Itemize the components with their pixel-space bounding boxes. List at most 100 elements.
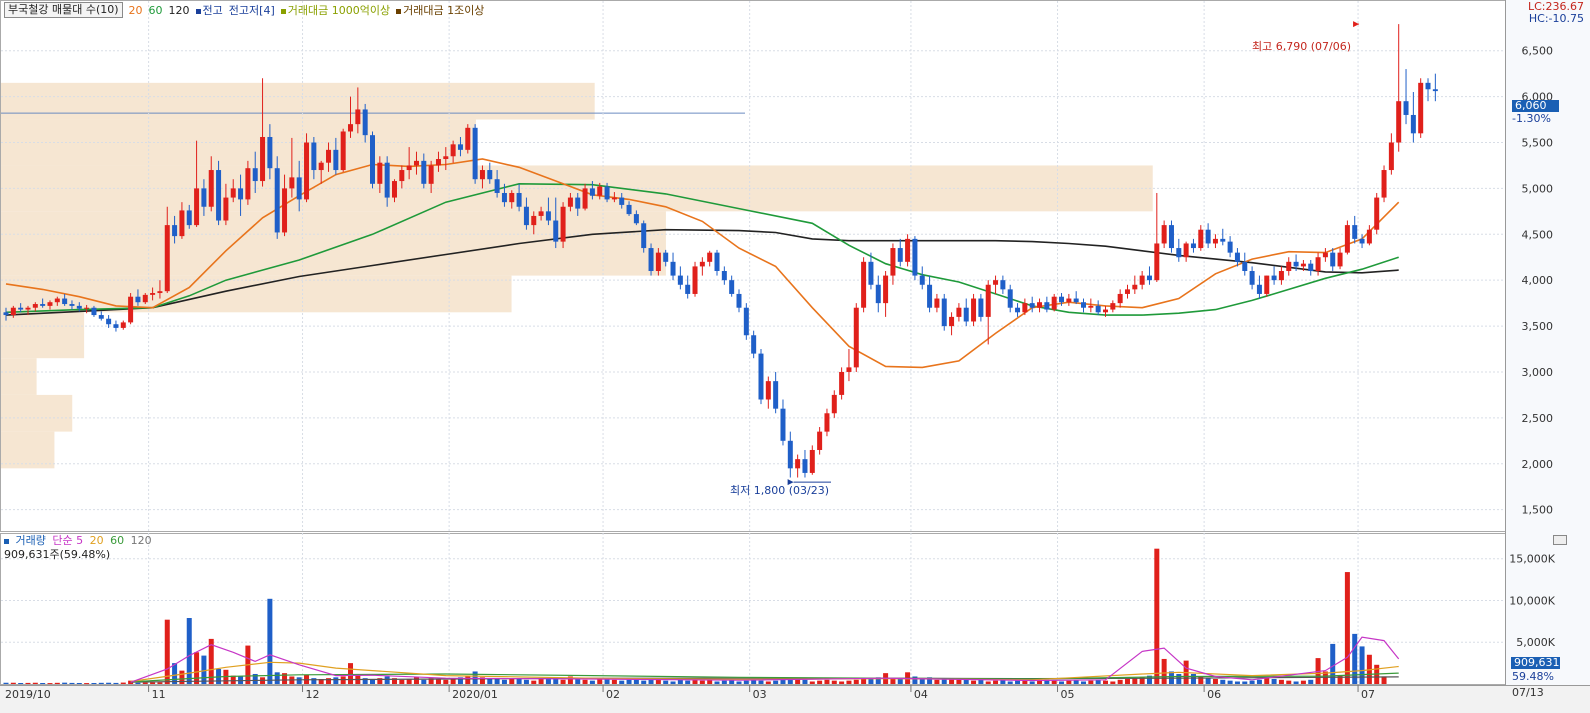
candle-body[interactable] bbox=[216, 170, 222, 221]
candle-body[interactable] bbox=[523, 206, 529, 226]
candle-body[interactable] bbox=[1396, 101, 1402, 143]
volume-bar[interactable] bbox=[949, 678, 955, 684]
candle-body[interactable] bbox=[1029, 303, 1035, 308]
volume-bar[interactable] bbox=[348, 663, 354, 684]
volume-bar[interactable] bbox=[76, 682, 82, 684]
candle-body[interactable] bbox=[391, 181, 397, 198]
candle-body[interactable] bbox=[824, 413, 830, 432]
candle-body[interactable] bbox=[1051, 296, 1057, 310]
volume-bar[interactable] bbox=[435, 678, 441, 684]
volume-bar[interactable] bbox=[743, 680, 749, 684]
candle-body[interactable] bbox=[1007, 289, 1013, 308]
candle-body[interactable] bbox=[531, 215, 537, 226]
volume-bar[interactable] bbox=[428, 678, 434, 684]
volume-bar[interactable] bbox=[765, 681, 771, 684]
candle-body[interactable] bbox=[868, 261, 874, 285]
candle-body[interactable] bbox=[54, 298, 60, 303]
candle-body[interactable] bbox=[1124, 289, 1130, 294]
candle-body[interactable] bbox=[516, 192, 522, 207]
candle-body[interactable] bbox=[949, 316, 955, 327]
panel-collapse-button[interactable] bbox=[1553, 535, 1567, 545]
volume-bar[interactable] bbox=[69, 682, 75, 684]
candle-body[interactable] bbox=[304, 142, 310, 200]
volume-bar[interactable] bbox=[120, 682, 126, 684]
volume-bar[interactable] bbox=[839, 681, 845, 684]
volume-bar[interactable] bbox=[1359, 646, 1365, 684]
candle-body[interactable] bbox=[575, 197, 581, 209]
volume-bar[interactable] bbox=[1088, 680, 1094, 684]
candle-body[interactable] bbox=[611, 197, 617, 200]
volume-bar[interactable] bbox=[1132, 678, 1138, 684]
volume-bar[interactable] bbox=[274, 672, 280, 684]
candle-body[interactable] bbox=[25, 307, 31, 310]
volume-bar[interactable] bbox=[817, 680, 823, 684]
volume-bar[interactable] bbox=[413, 677, 419, 684]
candle-body[interactable] bbox=[223, 197, 229, 221]
candle-body[interactable] bbox=[670, 261, 676, 276]
candle-body[interactable] bbox=[538, 211, 544, 216]
volume-bar[interactable] bbox=[54, 682, 60, 684]
candle-body[interactable] bbox=[399, 170, 405, 182]
volume-bar[interactable] bbox=[326, 678, 332, 684]
volume-bar[interactable] bbox=[1300, 680, 1306, 684]
candle-body[interactable] bbox=[1066, 298, 1072, 303]
volume-bar[interactable] bbox=[1220, 679, 1226, 684]
volume-bar[interactable] bbox=[164, 619, 170, 684]
volume-bar[interactable] bbox=[868, 678, 874, 684]
volume-bar[interactable] bbox=[699, 680, 705, 684]
volume-bar[interactable] bbox=[589, 680, 595, 684]
volume-bar[interactable] bbox=[377, 678, 383, 684]
candle-body[interactable] bbox=[1344, 225, 1350, 253]
volume-bar[interactable] bbox=[1029, 681, 1035, 684]
candle-body[interactable] bbox=[450, 144, 456, 157]
volume-bar[interactable] bbox=[32, 682, 38, 684]
volume-title[interactable]: 거래량 bbox=[15, 534, 46, 547]
candle-body[interactable] bbox=[1388, 142, 1394, 171]
candle-body[interactable] bbox=[113, 324, 119, 328]
candle-body[interactable] bbox=[1374, 197, 1380, 230]
volume-bar[interactable] bbox=[340, 676, 346, 684]
volume-bar[interactable] bbox=[450, 678, 456, 684]
volume-bar[interactable] bbox=[604, 678, 610, 684]
candle-body[interactable] bbox=[978, 298, 984, 317]
candle-body[interactable] bbox=[1132, 284, 1138, 290]
candle-body[interactable] bbox=[84, 307, 90, 309]
volume-bar[interactable] bbox=[897, 678, 903, 684]
volume-bar[interactable] bbox=[1198, 676, 1204, 684]
trade-1000-legend[interactable]: 거래대금 1000억이상 bbox=[280, 2, 390, 18]
candle-body[interactable] bbox=[780, 408, 786, 441]
volume-bar[interactable] bbox=[1110, 681, 1116, 684]
volume-bar[interactable] bbox=[956, 679, 962, 684]
volume-bar[interactable] bbox=[971, 680, 977, 684]
candle-body[interactable] bbox=[1168, 225, 1174, 249]
candle-body[interactable] bbox=[1044, 302, 1050, 310]
candle-body[interactable] bbox=[1073, 298, 1079, 303]
candle-body[interactable] bbox=[62, 298, 68, 305]
volume-bar[interactable] bbox=[1022, 679, 1028, 684]
candle-body[interactable] bbox=[1117, 293, 1123, 304]
candle-body[interactable] bbox=[1381, 170, 1387, 198]
candle-body[interactable] bbox=[157, 291, 163, 294]
volume-bar[interactable] bbox=[978, 679, 984, 684]
volume-bar[interactable] bbox=[677, 678, 683, 684]
candle-body[interactable] bbox=[1037, 302, 1043, 308]
candle-body[interactable] bbox=[1315, 257, 1321, 271]
candle-body[interactable] bbox=[370, 135, 375, 184]
volume-bar[interactable] bbox=[201, 655, 207, 684]
volume-bar[interactable] bbox=[861, 678, 867, 684]
candle-body[interactable] bbox=[861, 261, 867, 308]
candle-body[interactable] bbox=[1410, 114, 1416, 134]
volume-bar[interactable] bbox=[1051, 680, 1057, 684]
candle-body[interactable] bbox=[545, 211, 551, 221]
high-low-legend[interactable]: 전고 bbox=[195, 2, 223, 18]
candle-body[interactable] bbox=[142, 294, 148, 303]
volume-bar[interactable] bbox=[10, 682, 16, 684]
candle-body[interactable] bbox=[1139, 275, 1145, 285]
volume-ma120-legend[interactable]: 120 bbox=[130, 534, 152, 547]
candle-body[interactable] bbox=[69, 304, 75, 306]
volume-bar[interactable] bbox=[538, 678, 544, 684]
volume-bar[interactable] bbox=[391, 678, 397, 684]
candle-body[interactable] bbox=[941, 298, 947, 327]
volume-bar[interactable] bbox=[567, 676, 573, 684]
